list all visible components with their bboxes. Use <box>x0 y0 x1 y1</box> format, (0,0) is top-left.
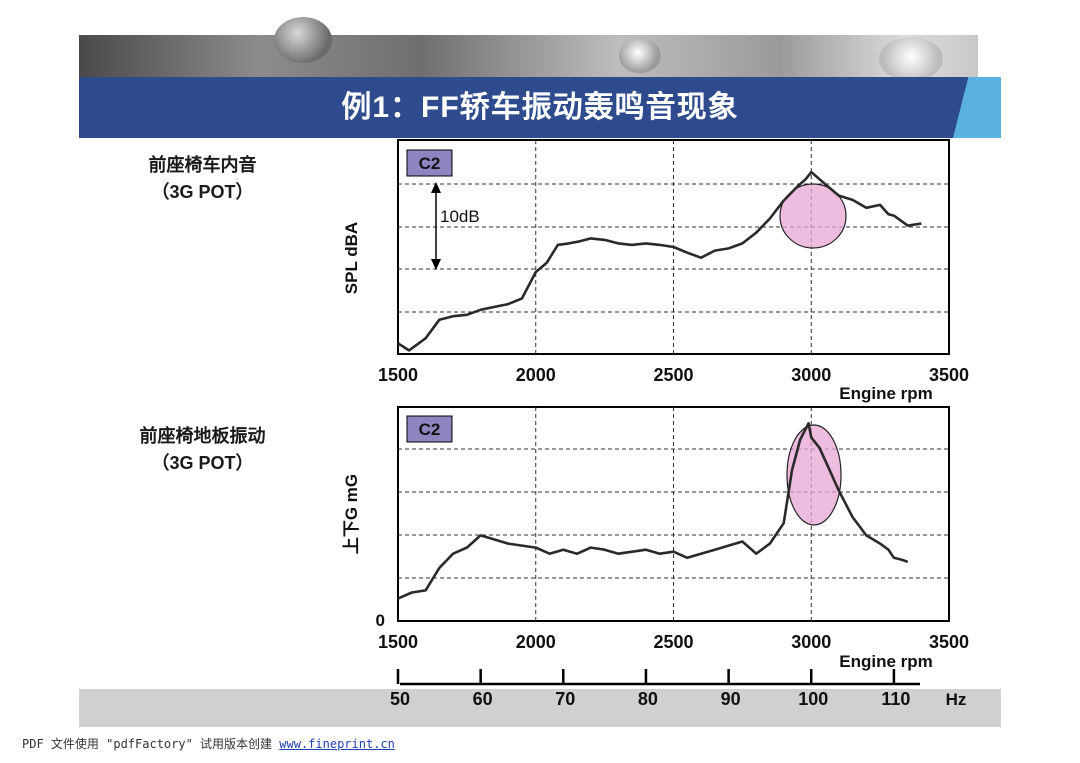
title-banner: 例1：FF轿车振动轰鸣音现象 <box>79 77 1001 138</box>
chart1-side-label-line2: （3G POT） <box>151 182 254 202</box>
chart1-badge-box <box>406 149 453 177</box>
chart2-x-tick-label: 3000 <box>791 632 831 652</box>
chart1-side-label-line1: 前座椅车内音 <box>148 155 257 175</box>
chart2-badge-box <box>406 415 453 443</box>
chart1: C2 10dB SPL dBA 1500 2000 2500 3000 3500 Eng… <box>342 139 969 403</box>
chart2-side-label-line1: 前座椅地板振动 <box>139 426 266 446</box>
hz-axis-ticks: 50 60 70 80 90 100 110 <box>390 669 910 709</box>
chart1-x-tick-label: 1500 <box>378 365 418 385</box>
scale-arrow <box>431 182 441 270</box>
footer-band <box>79 689 1001 727</box>
hz-tick-label: 90 <box>721 689 741 709</box>
chart2-x-tick-label: 1500 <box>378 632 418 652</box>
chart1-peak-highlight <box>779 183 847 249</box>
banner-photo-strip <box>79 17 978 81</box>
chart2-gridlines <box>398 407 949 621</box>
scale-arrow-head-up <box>431 182 441 193</box>
chart2-ylabel: 上下G mG <box>342 474 361 554</box>
hz-tick-label: 110 <box>881 689 910 709</box>
chart1-x-tick-label: 2000 <box>516 365 556 385</box>
chart1-x-tick-labels: 1500 2000 2500 3000 3500 <box>378 365 969 385</box>
chart2-series-line <box>397 422 909 600</box>
hz-tick-label: 80 <box>638 689 658 709</box>
hz-tick-label: 100 <box>798 689 828 709</box>
chart2-x-tick-label: 3500 <box>929 632 969 652</box>
chart2-y-origin-label: 0 <box>376 611 385 630</box>
hz-tick-label: 70 <box>555 689 575 709</box>
chart1-x-tick-label: 2500 <box>653 365 693 385</box>
water-drop-1 <box>274 17 332 63</box>
hz-axis-unit: Hz <box>946 690 967 709</box>
chart1-x-tick-label: 3000 <box>791 365 831 385</box>
scale-arrow-head-down <box>431 259 441 270</box>
scale-annotation: 10dB <box>440 207 480 226</box>
hz-axis: 50 60 70 80 90 100 110 Hz <box>390 669 966 709</box>
chart2-x-tick-labels: 1500 2000 2500 3000 3500 <box>378 632 969 652</box>
page-title: 例1：FF轿车振动轰鸣音现象 <box>341 91 739 124</box>
chart2: C2 上下G mG 0 1500 2000 2500 3000 3500 Engine … <box>342 406 969 671</box>
chart1-ylabel: SPL dBA <box>342 222 361 294</box>
watermark-link[interactable]: www.fineprint.cn <box>279 737 395 751</box>
watermark-text: PDF 文件使用 "pdfFactory" 试用版本创建 <box>22 737 273 751</box>
chart1-xlabel: Engine rpm <box>839 384 933 403</box>
hz-tick-label: 60 <box>473 689 493 709</box>
chart1-badge: C2 <box>419 154 441 173</box>
chart2-peak-highlight <box>786 424 842 526</box>
water-drop-3 <box>879 37 943 81</box>
chart2-side-label-line2: （3G POT） <box>151 453 254 473</box>
water-drop-2 <box>619 39 661 73</box>
chart2-badge: C2 <box>419 420 441 439</box>
hz-tick-label: 50 <box>390 689 410 709</box>
chart1-side-label: 前座椅车内音 （3G POT） <box>120 152 285 206</box>
chart2-xlabel: Engine rpm <box>839 652 933 671</box>
chart1-x-tick-label: 3500 <box>929 365 969 385</box>
chart1-series-line <box>397 170 922 352</box>
chart2-x-tick-label: 2500 <box>653 632 693 652</box>
chart2-x-tick-label: 2000 <box>516 632 556 652</box>
chart2-side-label: 前座椅地板振动 （3G POT） <box>115 423 290 477</box>
watermark: PDF 文件使用 "pdfFactory" 试用版本创建 www.finepri… <box>22 735 395 752</box>
